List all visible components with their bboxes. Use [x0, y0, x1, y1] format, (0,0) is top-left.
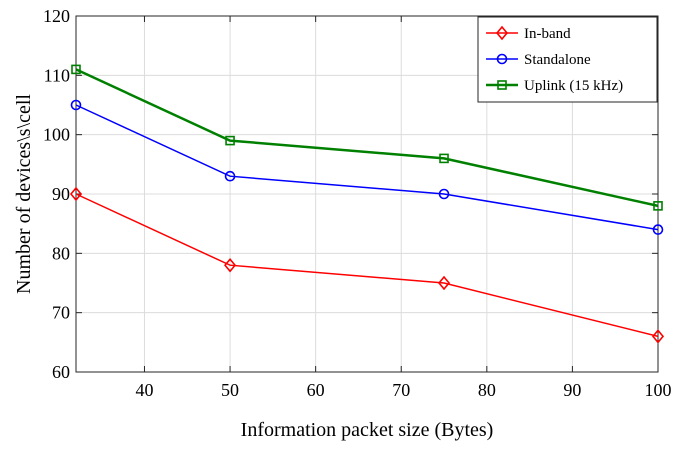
series-standalone: [70, 99, 664, 235]
data-point: [653, 201, 663, 211]
y-tick-label: 60: [52, 362, 70, 382]
series-line: [75, 104, 659, 231]
legend-item: Uplink (15 kHz): [486, 78, 623, 94]
y-tick-label: 70: [52, 303, 70, 323]
x-tick-label: 100: [645, 380, 672, 400]
legend-label: Standalone: [524, 52, 591, 68]
legend: In-band Standalone Uplink (15 kHz): [477, 16, 658, 103]
series-group: [69, 64, 665, 344]
data-point: [225, 135, 235, 146]
x-tick-label: 90: [563, 380, 581, 400]
data-point: [224, 257, 237, 273]
x-tick-label: 50: [221, 380, 239, 400]
y-tick-label: 90: [52, 184, 70, 204]
legend-label: In-band: [524, 26, 571, 42]
x-tick-label: 80: [478, 380, 496, 400]
x-tick-label: 40: [135, 380, 153, 400]
data-point: [224, 170, 236, 182]
data-point: [69, 186, 83, 202]
series-in-band: [69, 186, 665, 344]
y-tick-label: 120: [43, 6, 70, 26]
legend-label: Uplink (15 kHz): [524, 78, 623, 94]
x-tick-label: 70: [392, 380, 410, 400]
data-point: [437, 275, 451, 291]
legend-swatch-marker: [497, 80, 507, 90]
data-point: [652, 224, 664, 235]
data-point: [651, 329, 665, 344]
y-tick-label: 80: [52, 243, 70, 263]
y-axis-title: Number of devices\s\cell: [13, 94, 35, 294]
data-point: [438, 188, 450, 200]
data-point: [71, 64, 81, 75]
data-point: [439, 153, 449, 164]
legend-swatch-marker: [495, 25, 509, 41]
y-tick-label: 110: [44, 65, 70, 85]
axis-ticks: 40 50 60 70 80 90 100 60 70 80 90 100 110 120: [43, 6, 672, 400]
legend-item: In-band: [486, 25, 571, 42]
x-tick-label: 60: [307, 380, 325, 400]
series-uplink-15-khz: [71, 64, 663, 211]
x-axis-title: Information packet size (Bytes): [241, 419, 494, 441]
y-tick-label: 100: [43, 125, 70, 145]
legend-swatch-marker: [496, 53, 508, 65]
series-line: [75, 193, 659, 338]
data-point: [70, 99, 82, 111]
series-line: [75, 68, 659, 208]
legend-item: Standalone: [486, 52, 591, 68]
